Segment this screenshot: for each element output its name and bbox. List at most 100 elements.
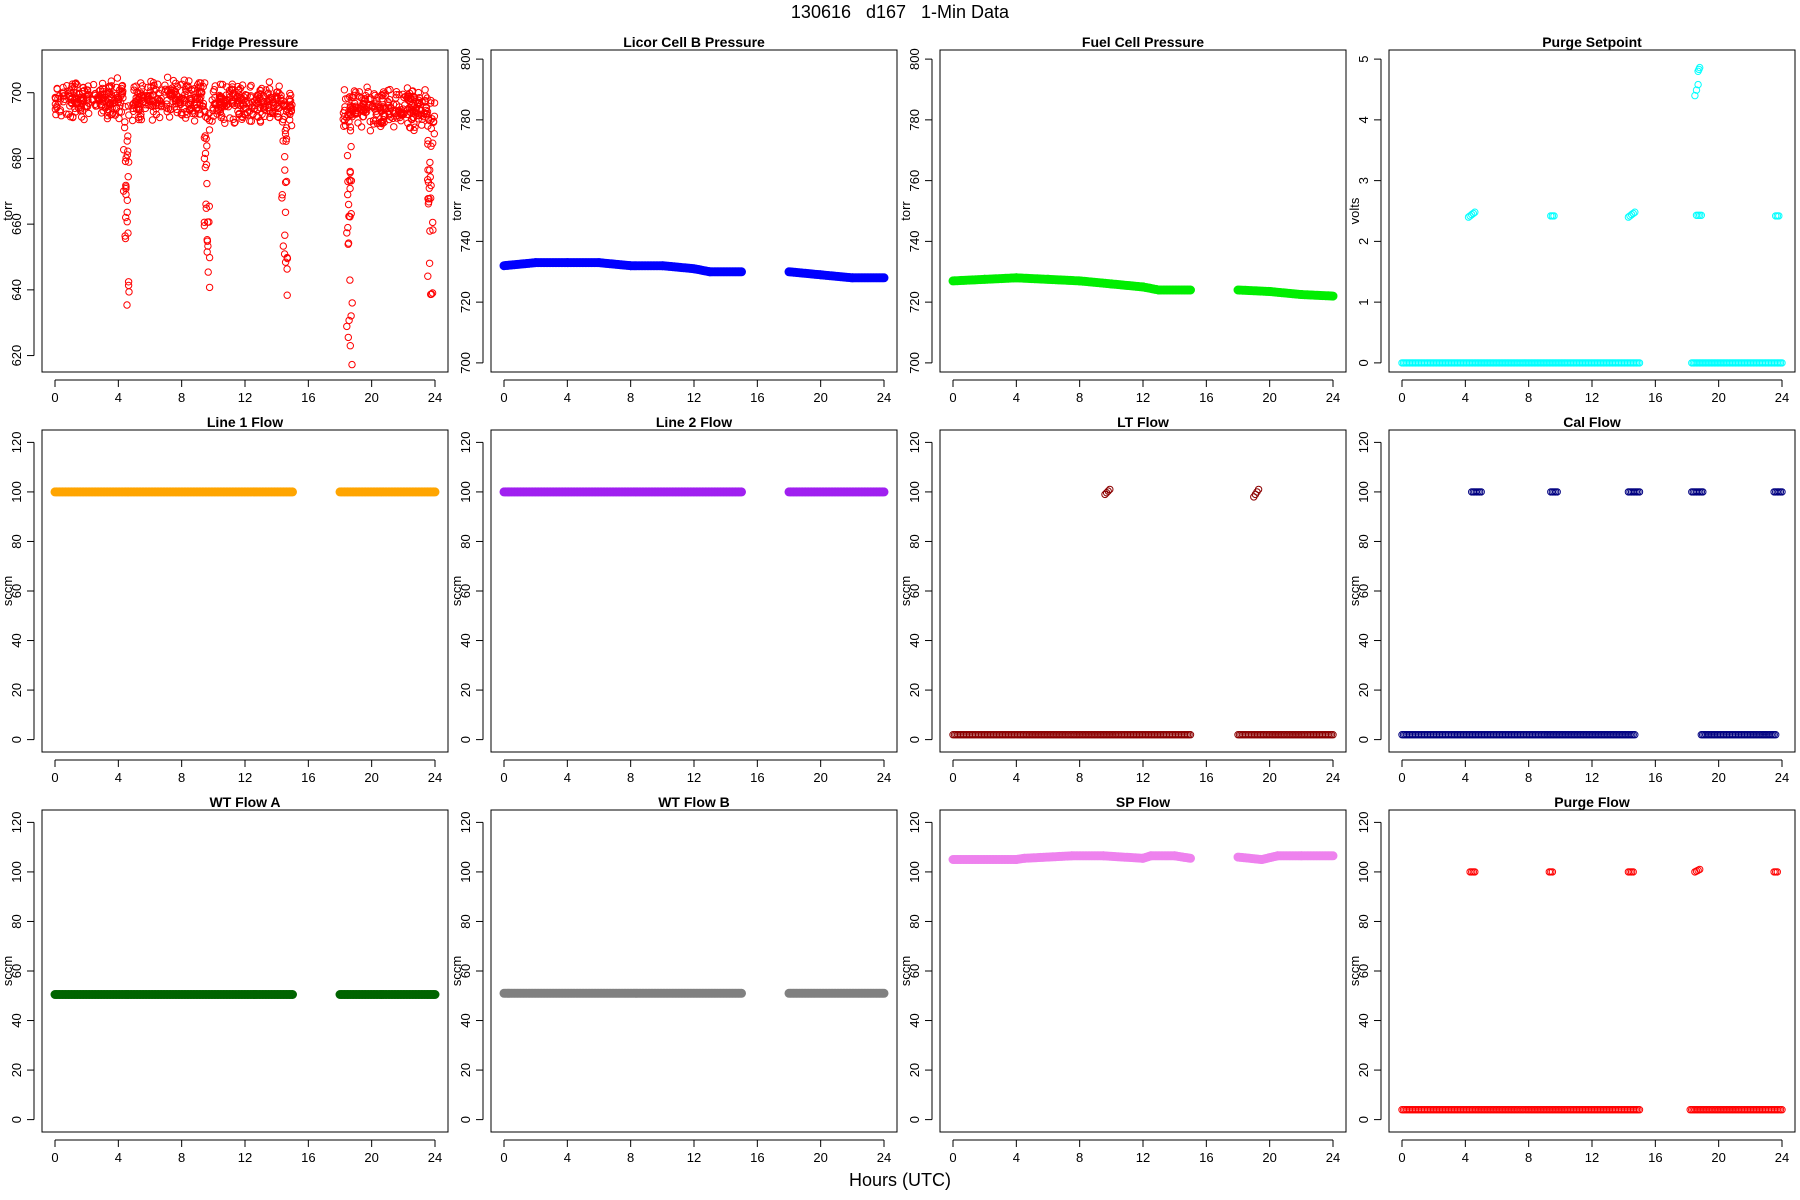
data-point [124,132,132,140]
data-point [355,88,363,96]
data-point [162,100,171,108]
data-point [205,109,213,118]
data-point [366,127,375,135]
data-point [282,124,291,132]
data-point [168,92,176,100]
data-point [281,208,290,217]
data-point [278,194,286,202]
x-tick-label: 4 [564,770,571,785]
x-tick-label: 16 [1648,770,1662,785]
y-tick-label: 120 [9,432,24,454]
data-point [390,123,398,131]
data-point [288,487,297,497]
data-point [201,149,210,158]
data-point [122,213,130,222]
data-point [279,115,287,124]
data-point [243,108,252,117]
data-point [429,226,437,234]
data-point [425,259,434,267]
data-point [75,89,83,98]
data-point [123,137,131,145]
x-tick-label: 20 [1262,770,1276,785]
x-tick-label: 24 [428,770,442,785]
data-point [1635,359,1644,367]
data-point [125,288,133,296]
data-point [205,126,214,134]
y-axis-label: sccm [1347,956,1362,986]
data-point [346,342,354,350]
data-point [148,116,157,124]
data-point [343,229,351,237]
data-point [218,80,227,89]
y-tick-label: 760 [907,170,922,192]
data-point [381,104,389,112]
y-axis: 0 20 40 60 80 100 120 [1356,432,1382,743]
x-axis: 0 4 8 12 16 20 24 [500,759,891,785]
data-point [173,95,181,104]
data-point [85,109,93,118]
data-point [200,218,209,227]
y-tick-label: 60 [907,584,922,598]
data-point [68,80,77,88]
data-point [249,98,257,107]
data-point [1328,851,1338,861]
data-point [347,312,355,320]
x-tick-label: 20 [364,390,378,405]
y-tick-label: 80 [1356,914,1371,928]
x-tick-label: 24 [1326,1150,1340,1165]
data-point [737,267,746,277]
x-tick-label: 20 [364,1150,378,1165]
data-point [57,112,65,120]
x-tick-label: 0 [1398,390,1405,405]
y-tick-label: 40 [9,633,24,647]
data-point [81,102,89,111]
x-tick-label: 12 [687,1150,701,1165]
y-tick-label: 120 [458,432,473,454]
y-tick-label: 780 [458,109,473,131]
y-tick-label: 0 [907,736,922,743]
data-point [209,104,217,112]
data-point [205,283,214,292]
x-tick-label: 20 [1711,390,1725,405]
data-point [258,84,266,93]
data-point [1775,212,1783,220]
y-axis-label: sccm [0,576,15,606]
y-tick-label: 80 [1356,534,1371,548]
y-axis: 700 720 740 760 780 800 [458,48,484,374]
data-point [125,111,133,119]
data-point [399,105,407,113]
data-point [428,289,437,297]
data-point [281,166,289,174]
x-tick-label: 20 [1262,1150,1276,1165]
data-point [84,82,92,90]
data-point [344,190,352,199]
data-point [59,88,68,96]
x-tick-label: 20 [813,390,827,405]
y-tick-label: 0 [9,736,24,743]
y-tick-label: 120 [907,812,922,834]
data-point [256,104,264,112]
x-tick-label: 24 [1775,390,1789,405]
x-tick-label: 20 [813,770,827,785]
y-axis-label: sccm [0,956,15,986]
data-point [123,218,131,226]
data-point [1772,731,1780,739]
data-point [169,76,178,85]
panel-title: Line 1 Flow [207,414,283,430]
data-point [121,157,130,166]
x-tick-label: 20 [1711,770,1725,785]
x-axis: 0 4 8 12 16 20 24 [1398,759,1789,785]
data-point [53,104,61,112]
data-point [228,80,237,88]
panel-9: WT Flow A 0 4 8 12 16 20 24 0 20 40 60 80 100 120 sccm [0,794,449,1165]
x-axis: 0 4 8 12 16 20 24 [1398,379,1789,405]
plot-frame [1388,809,1796,1133]
data-point [275,89,283,97]
y-tick-label: 100 [458,481,473,503]
data-point [259,91,268,100]
data-point [415,111,423,120]
data-point [279,242,287,250]
data-point [55,92,63,100]
data-point [124,229,132,237]
